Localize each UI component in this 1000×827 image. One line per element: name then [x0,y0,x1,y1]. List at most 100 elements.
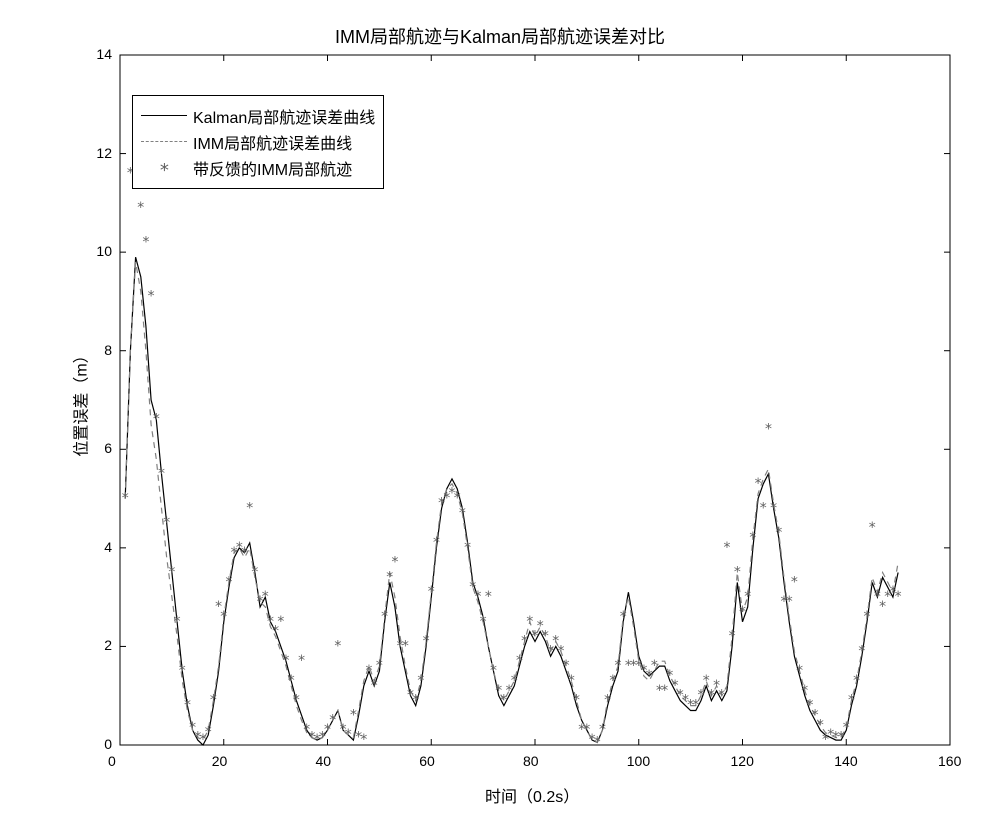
svg-text:*: * [738,604,746,620]
y-tick-label: 14 [96,46,112,62]
svg-text:*: * [567,673,575,689]
y-tick-label: 12 [96,145,112,161]
x-tick-label: 20 [212,753,228,769]
svg-text:*: * [847,693,855,709]
svg-text:*: * [375,658,383,674]
svg-text:*: * [603,693,611,709]
svg-text:*: * [463,540,471,556]
x-tick-label: 80 [523,753,539,769]
svg-text:*: * [619,609,627,625]
svg-text:*: * [432,535,440,551]
x-tick-label: 120 [731,753,754,769]
svg-text:*: * [162,515,170,531]
svg-text:*: * [422,634,430,650]
svg-text:*: * [702,673,710,689]
svg-text:*: * [168,565,176,581]
legend: Kalman局部航迹误差曲线IMM局部航迹误差曲线*带反馈的IMM局部航迹 [132,95,384,189]
svg-text:*: * [795,663,803,679]
svg-text:*: * [411,693,419,709]
svg-text:*: * [733,565,741,581]
svg-text:*: * [349,707,357,723]
svg-text:*: * [474,589,482,605]
legend-item: IMM局部航迹误差曲线 [141,130,375,154]
svg-text:*: * [427,584,435,600]
svg-text:*: * [749,530,757,546]
svg-text:*: * [650,658,658,674]
svg-text:*: * [842,720,850,736]
svg-text:*: * [723,540,731,556]
svg-text:*: * [489,663,497,679]
x-tick-label: 0 [108,753,116,769]
svg-text:*: * [360,732,368,748]
svg-text:*: * [147,289,155,305]
svg-text:*: * [292,693,300,709]
svg-text:*: * [562,658,570,674]
svg-text:*: * [614,658,622,674]
svg-text:*: * [479,614,487,630]
svg-text:*: * [157,466,165,482]
svg-text:*: * [251,565,259,581]
y-tick-label: 6 [104,440,112,456]
svg-text:*: * [178,663,186,679]
svg-text:*: * [816,717,824,733]
svg-text:*: * [137,200,145,216]
svg-text:*: * [557,643,565,659]
svg-text:*: * [801,683,809,699]
svg-text:*: * [785,594,793,610]
svg-text:*: * [754,476,762,492]
svg-text:*: * [297,653,305,669]
svg-text:*: * [344,727,352,743]
svg-text:*: * [868,520,876,536]
y-tick-label: 0 [104,736,112,752]
svg-text:*: * [183,698,191,714]
svg-text:*: * [458,505,466,521]
svg-text:*: * [417,673,425,689]
svg-text:*: * [484,589,492,605]
svg-text:*: * [863,609,871,625]
svg-text:*: * [769,500,777,516]
svg-text:*: * [209,693,217,709]
svg-text:*: * [204,725,212,741]
svg-text:*: * [759,500,767,516]
svg-text:*: * [328,712,336,728]
svg-text:*: * [365,663,373,679]
svg-text:*: * [152,412,160,428]
legend-item: Kalman局部航迹误差曲线 [141,104,375,128]
svg-text:*: * [541,629,549,645]
svg-text:*: * [245,500,253,516]
svg-text:*: * [142,234,150,250]
svg-text:*: * [173,614,181,630]
svg-text:*: * [401,638,409,654]
x-tick-label: 140 [834,753,857,769]
svg-text:*: * [660,683,668,699]
svg-text:*: * [380,609,388,625]
svg-text:*: * [520,634,528,650]
svg-text:*: * [743,589,751,605]
svg-text:*: * [697,688,705,704]
chart-container: IMM局部航迹与Kalman局部航迹误差对比 位置误差（m） 时间（0.2s） … [0,0,1000,827]
legend-label: IMM局部航迹误差曲线 [193,130,352,154]
svg-text:*: * [510,673,518,689]
svg-text:*: * [282,653,290,669]
svg-text:*: * [121,491,129,507]
svg-text:*: * [287,673,295,689]
svg-text:*: * [386,569,394,585]
svg-text:*: * [220,609,228,625]
svg-text:*: * [858,643,866,659]
svg-text:*: * [572,693,580,709]
y-tick-label: 8 [104,342,112,358]
legend-label: Kalman局部航迹误差曲线 [193,104,375,128]
svg-text:*: * [598,722,606,738]
svg-text:*: * [894,589,902,605]
svg-text:*: * [790,574,798,590]
x-tick-label: 160 [938,753,961,769]
svg-text:*: * [775,525,783,541]
y-tick-label: 4 [104,539,112,555]
svg-text:*: * [852,673,860,689]
legend-item: *带反馈的IMM局部航迹 [141,156,375,180]
legend-label: 带反馈的IMM局部航迹 [193,156,352,180]
svg-text:*: * [240,545,248,561]
y-tick-label: 2 [104,637,112,653]
svg-text:*: * [764,422,772,438]
svg-text:*: * [728,629,736,645]
